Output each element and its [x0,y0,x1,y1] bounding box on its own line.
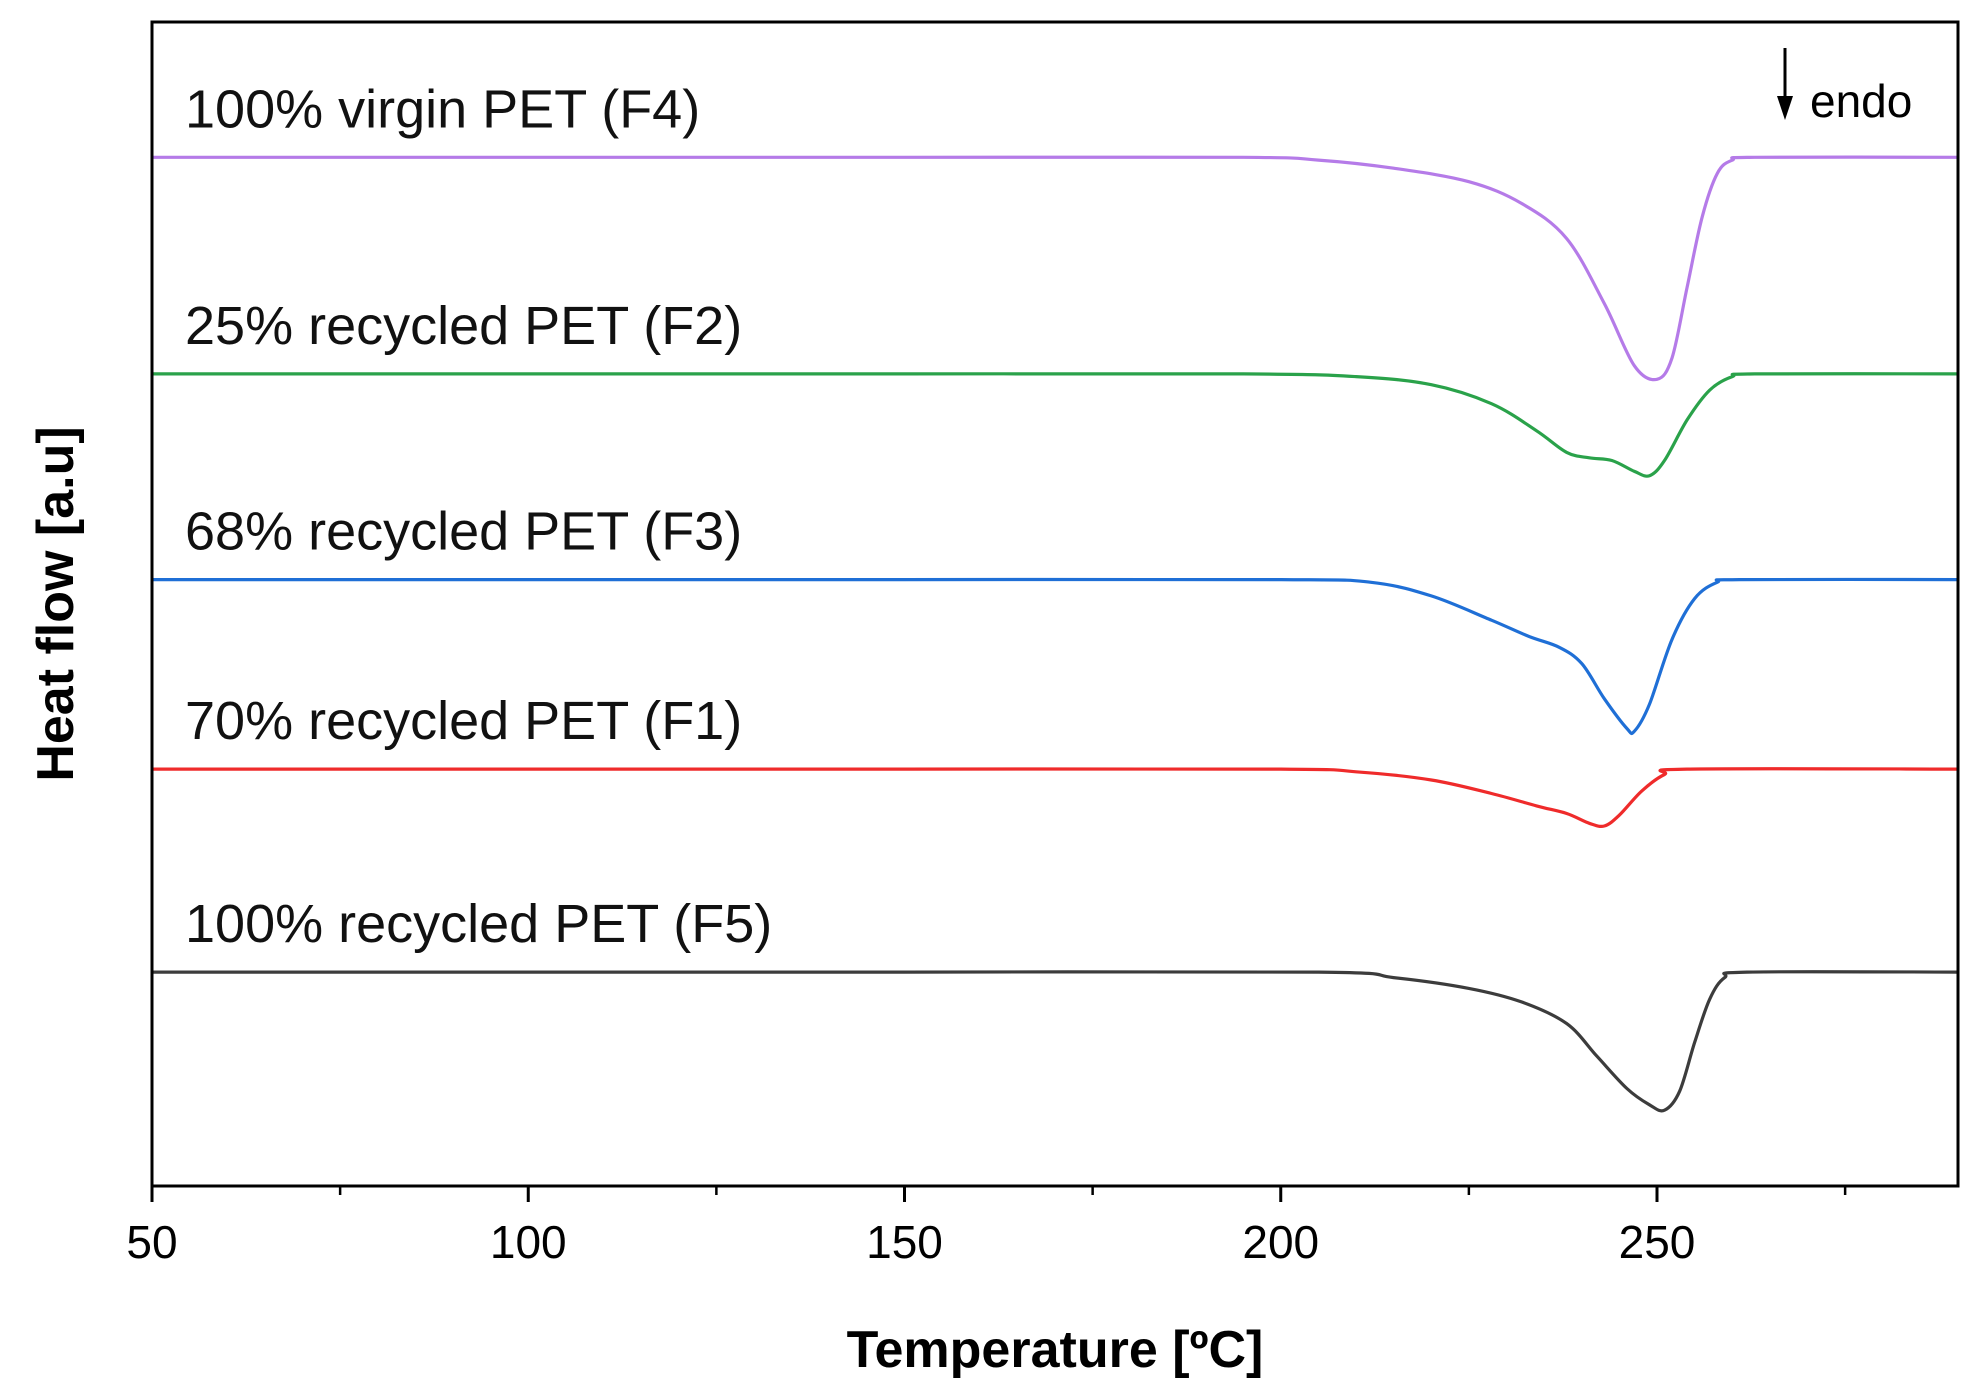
x-tick-label: 100 [490,1216,567,1268]
series-label: 68% recycled PET (F3) [185,502,742,562]
x-tick-label: 250 [1619,1216,1696,1268]
series-label: 100% recycled PET (F5) [185,894,772,954]
series-label: 100% virgin PET (F4) [185,79,700,139]
x-tick-label: 200 [1242,1216,1319,1268]
series-line [151,372,1959,478]
series-line [151,155,1959,382]
plot-frame [150,20,1960,1188]
x-tick-label: 50 [126,1216,177,1268]
x-axis: 50 100 150 200 250 [126,1186,1847,1268]
x-axis-title: Temperature [ºC] [847,1321,1264,1379]
series-line [152,767,1959,829]
endo-annotation: endo [1777,48,1912,127]
series-line [152,577,1959,736]
y-axis-title: Heat flow [a.u] [27,426,85,781]
endo-arrow-head [1777,96,1793,120]
series-label: 70% recycled PET (F1) [185,691,742,751]
x-tick-label: 150 [866,1216,943,1268]
series-labels: 100% virgin PET (F4) 25% recycled PET (F2… [185,79,772,954]
series-label: 25% recycled PET (F2) [185,296,742,356]
series-layer [151,155,1959,1113]
series-line [152,970,1959,1113]
endo-label: endo [1810,75,1912,127]
